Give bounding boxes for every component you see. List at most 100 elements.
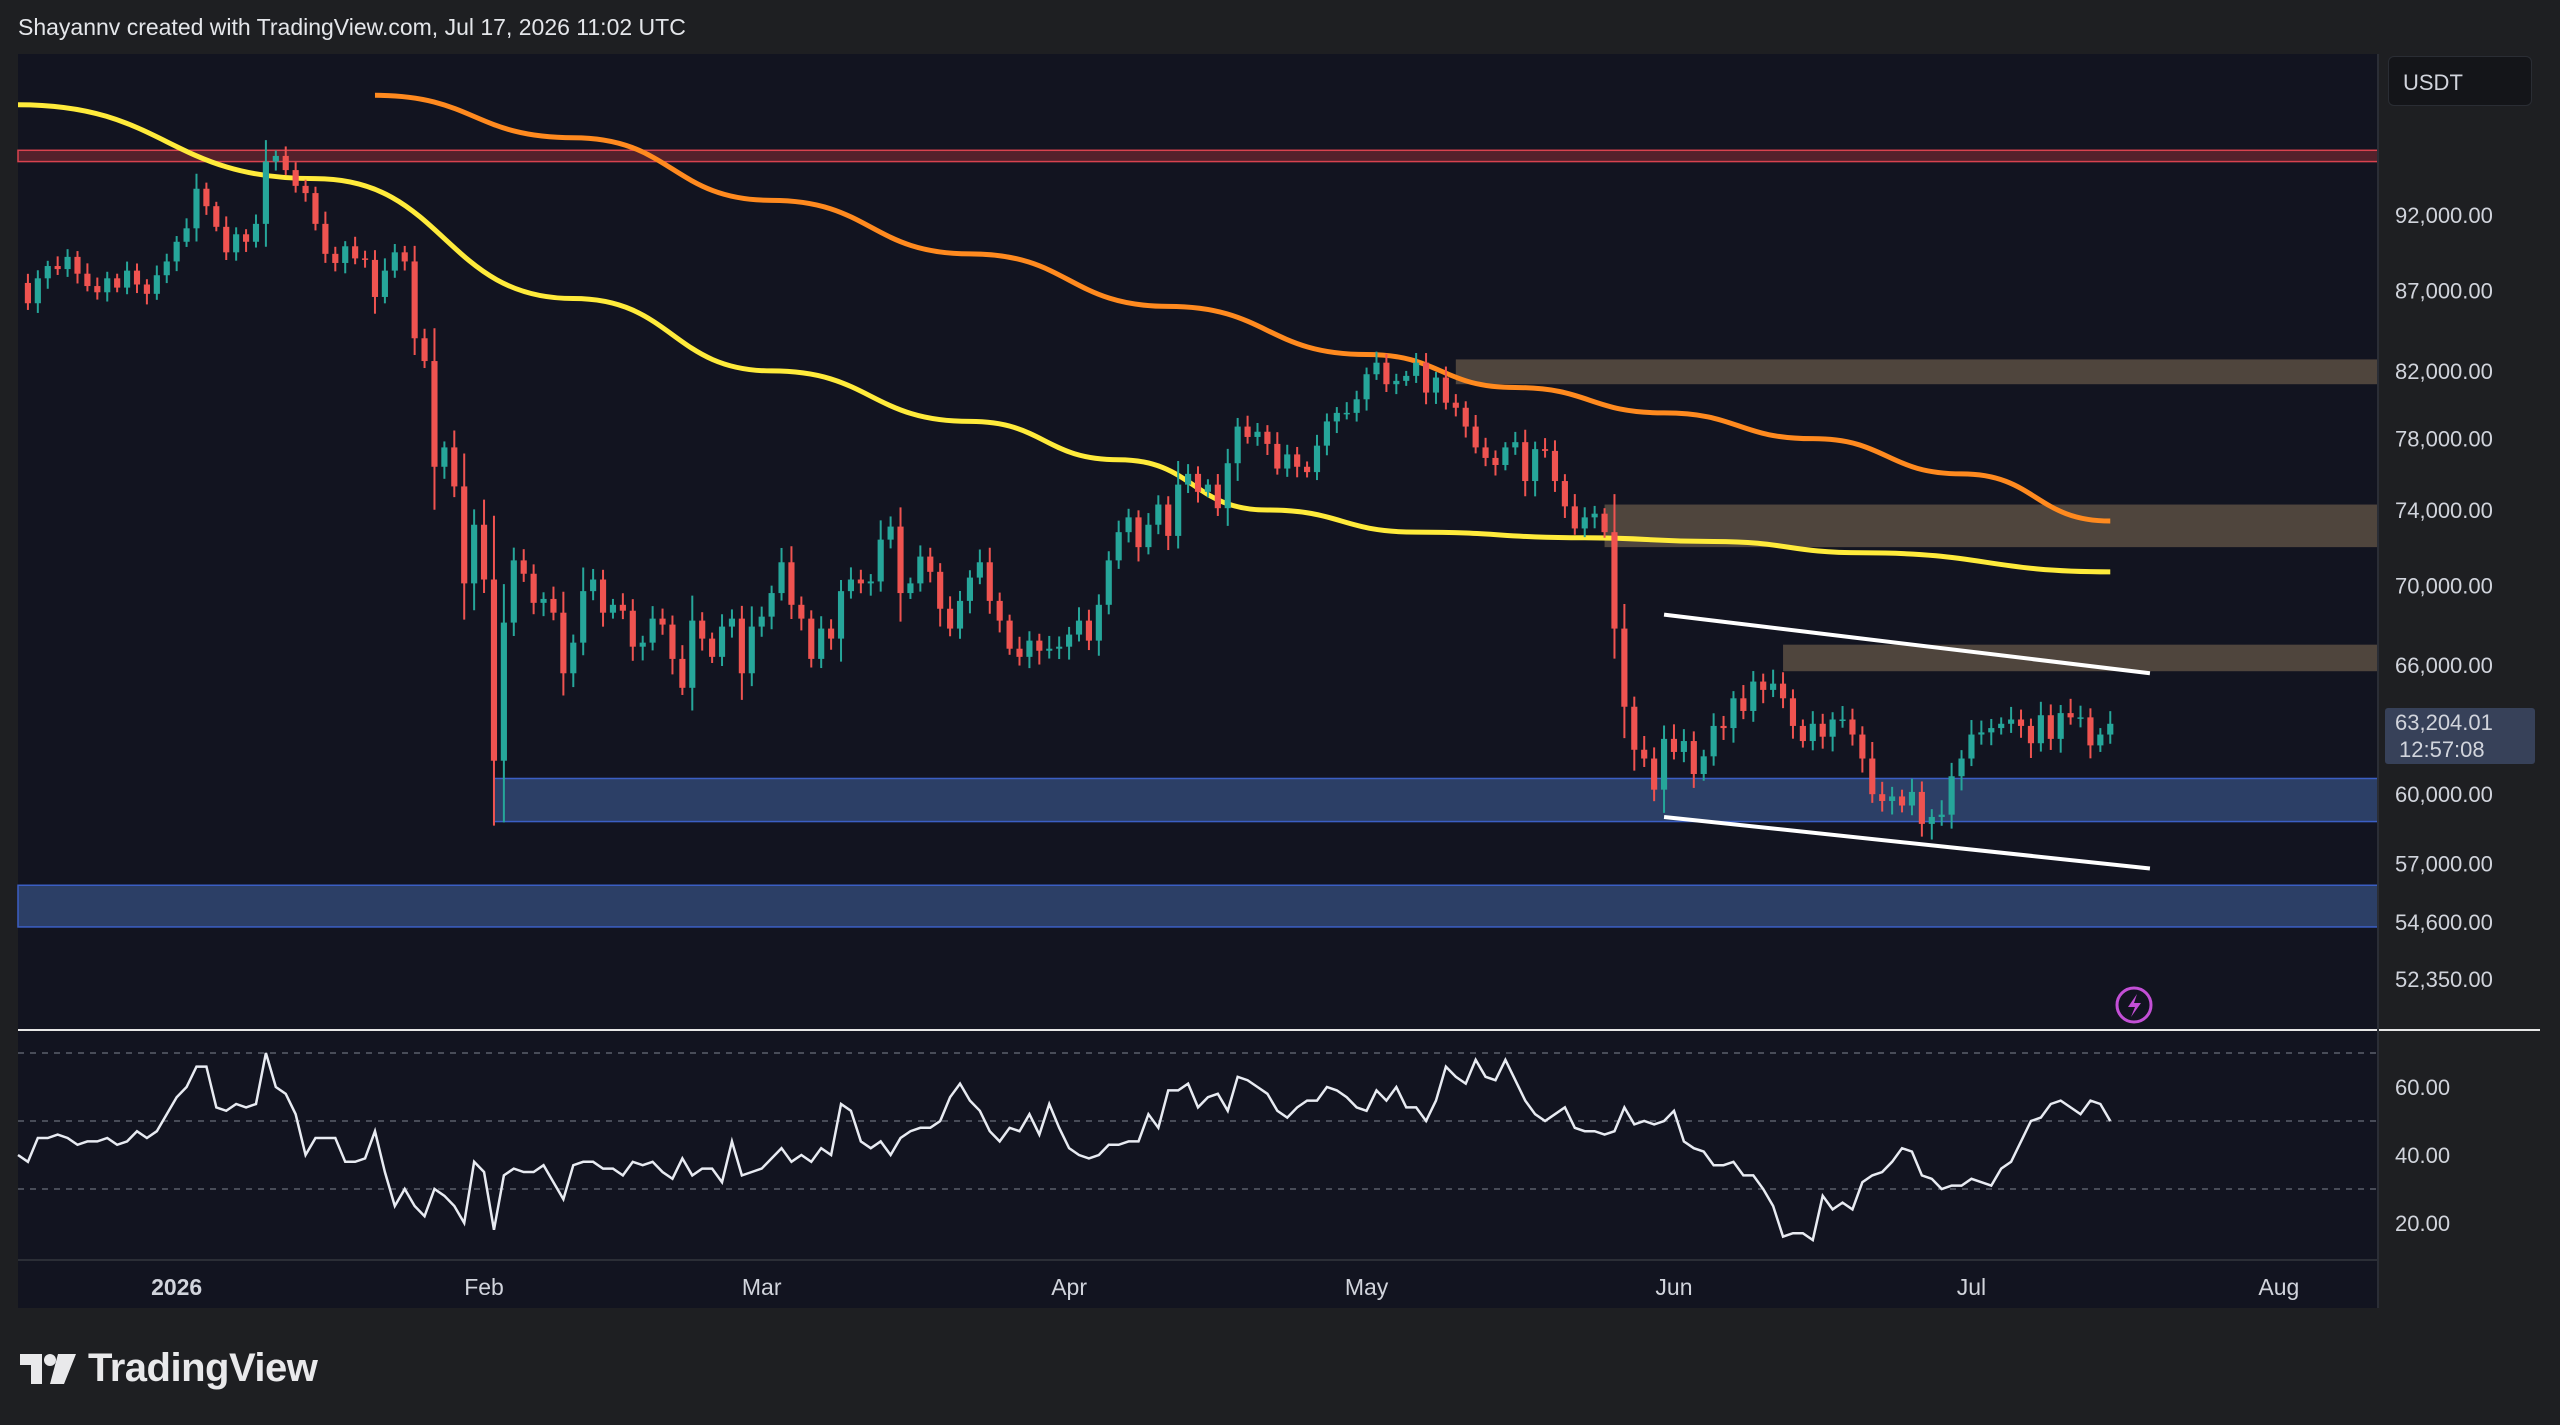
candle: [1274, 432, 1281, 475]
candle-body: [837, 591, 845, 639]
channel-upper-line: [1663, 612, 2151, 676]
candle: [193, 173, 200, 242]
candle: [282, 146, 289, 175]
candle-body: [996, 600, 1003, 621]
candle-body: [1413, 362, 1420, 376]
candle-body: [1918, 791, 1925, 824]
candle-body: [1194, 473, 1202, 492]
candle-body: [381, 270, 388, 297]
candle-body: [451, 447, 458, 487]
candle: [1859, 726, 1866, 773]
candle: [2047, 704, 2054, 750]
candle: [223, 216, 230, 261]
candle-body: [1522, 442, 1529, 482]
candle: [986, 547, 993, 614]
candle-body: [1105, 560, 1112, 605]
candle-body: [867, 581, 874, 584]
candle-body: [1591, 513, 1598, 518]
candle: [1442, 366, 1449, 410]
candle: [510, 547, 517, 637]
candle: [292, 162, 299, 193]
candle: [1918, 781, 1925, 837]
candle-body: [510, 560, 517, 623]
candle-body: [1660, 738, 1668, 790]
candle-body: [1432, 377, 1440, 393]
candle: [1670, 724, 1678, 760]
candle: [1869, 741, 1876, 803]
candle-body: [64, 256, 71, 270]
candle-body: [1641, 749, 1648, 759]
candle-body: [966, 577, 974, 601]
candle: [956, 590, 964, 639]
tradingview-icon: [20, 1353, 76, 1384]
candle: [2077, 705, 2084, 728]
candle: [431, 328, 438, 510]
candle: [2107, 711, 2114, 744]
candle-body: [1313, 445, 1321, 473]
price-tick-label: 78,000.00: [2395, 427, 2493, 452]
currency-selector[interactable]: USDT: [2388, 56, 2532, 106]
candle: [778, 547, 785, 601]
candle: [857, 569, 864, 594]
candle: [669, 615, 676, 675]
candle-body: [1998, 723, 2005, 729]
candle-body: [1472, 426, 1479, 448]
candle-body: [1779, 683, 1787, 699]
candle: [996, 592, 1003, 633]
candle-body: [718, 626, 726, 657]
candle: [233, 227, 240, 261]
candle: [1998, 717, 2005, 735]
candle-body: [490, 579, 498, 761]
top-zone-0: [17, 149, 2379, 163]
support-zone-5: [17, 884, 2379, 928]
candle: [203, 182, 210, 215]
candle: [1264, 425, 1271, 455]
candle-body: [758, 616, 765, 627]
candle: [153, 265, 160, 300]
candle: [1224, 448, 1231, 526]
candle: [74, 251, 81, 284]
candle-body: [1720, 725, 1727, 729]
candle: [183, 218, 190, 247]
candle-body: [371, 259, 379, 297]
candle-body: [124, 270, 131, 288]
candle: [44, 260, 51, 289]
candle-body: [2087, 717, 2094, 746]
candle: [1561, 474, 1568, 518]
candle: [887, 516, 894, 549]
candle-body: [500, 622, 507, 761]
candle-body: [1304, 466, 1311, 473]
candle-body: [847, 579, 855, 592]
candle-body: [1908, 791, 1916, 806]
candle-body: [1988, 728, 1995, 733]
candle-body: [74, 256, 81, 274]
chart-header: Shayannv created with TradingView.com, J…: [18, 14, 686, 40]
candle-body: [560, 612, 567, 674]
candle-body: [104, 278, 111, 293]
candle: [371, 250, 379, 314]
candle-body: [679, 658, 686, 688]
candle: [272, 150, 279, 171]
candle-body: [1680, 741, 1687, 752]
price-badge-value: 63,204.01: [2395, 710, 2493, 735]
candle-body: [1700, 756, 1707, 775]
candle: [937, 563, 944, 627]
candle: [302, 179, 309, 202]
candle: [1214, 474, 1221, 516]
candle: [1928, 809, 1935, 840]
candle-body: [1502, 447, 1509, 465]
candle: [1789, 689, 1797, 739]
candle-body: [1571, 506, 1578, 529]
candle: [1740, 685, 1747, 720]
price-tick-label: 92,000.00: [2395, 203, 2493, 228]
candle-body: [1284, 454, 1291, 469]
candle: [1422, 353, 1430, 405]
candle: [1541, 438, 1549, 458]
rsi-tick-label: 60.00: [2395, 1075, 2450, 1100]
alert-icon[interactable]: [2115, 986, 2153, 1024]
candle: [649, 606, 656, 651]
time-tick-label: Feb: [464, 1274, 504, 1300]
moving-average-orange: [374, 92, 2111, 524]
candle-body: [1532, 449, 1539, 482]
